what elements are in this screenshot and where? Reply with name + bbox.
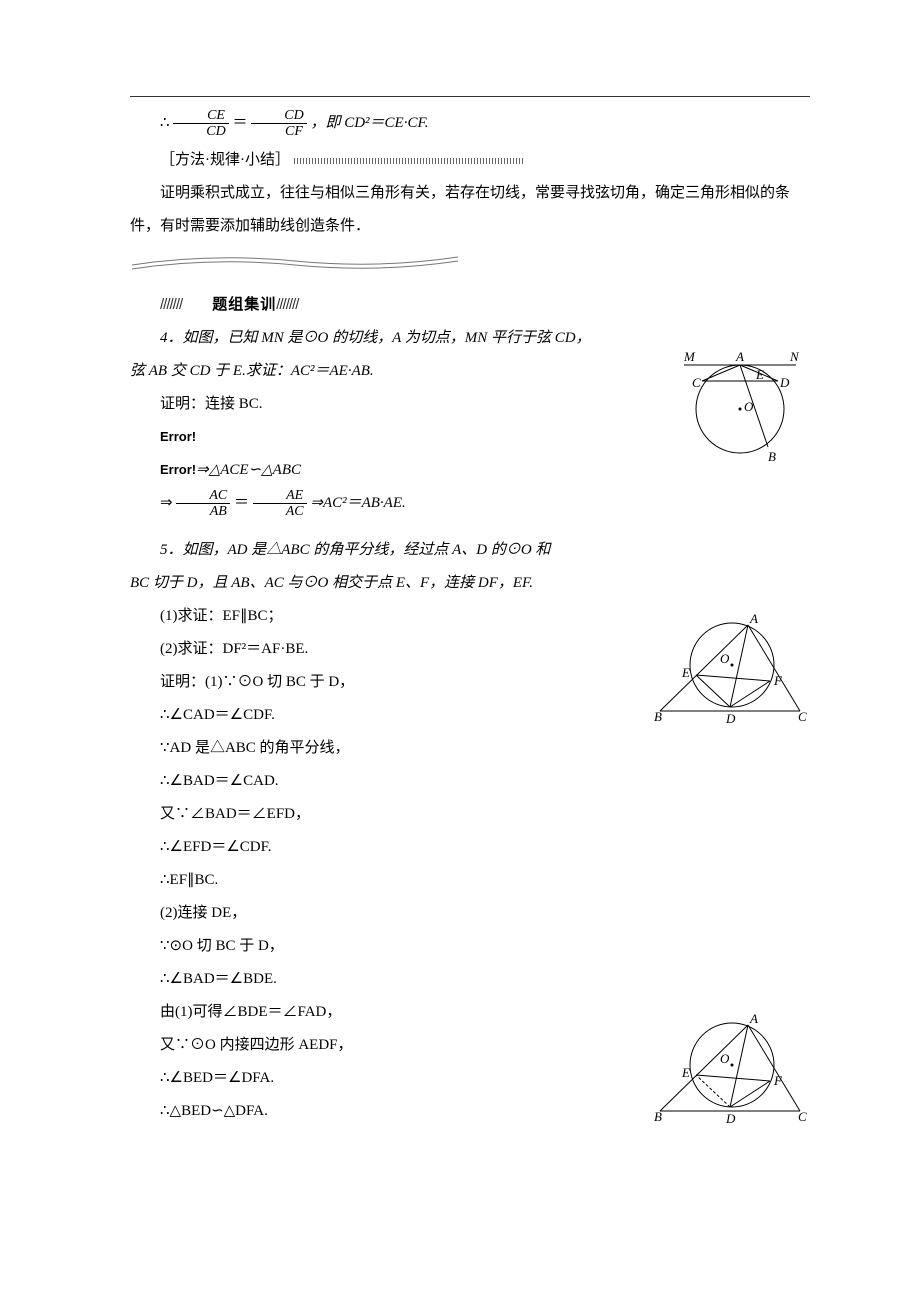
- hatch-bar-icon: [294, 158, 524, 164]
- problem-5-line-2: BC 切于 D，且 AB、AC 与⊙O 相交于点 E、F，连接 DF，EF.: [130, 567, 810, 600]
- fig1-N: N: [789, 349, 800, 364]
- fraction-ac-ab: AC AB: [176, 488, 230, 520]
- problem-5-step-3: ∴∠BAD＝∠CAD.: [130, 765, 810, 798]
- fig3-F: F: [773, 1073, 783, 1088]
- fig3-C: C: [798, 1109, 807, 1124]
- problem-5-step-9: ∴∠BAD＝∠BDE.: [130, 963, 810, 996]
- problem-5-step-5: ∴∠EFD＝∠CDF.: [130, 831, 810, 864]
- fraction-ae-ac: AE AC: [253, 488, 307, 520]
- fig3-O: O: [720, 1051, 730, 1066]
- fraction-ce-cd: CE CD: [173, 108, 228, 140]
- method-summary-text: 证明乘积式成立，往往与相似三角形有关，若存在切线，常要寻找弦切角，确定三角形相似…: [130, 177, 810, 243]
- fig1-E: E: [755, 367, 764, 382]
- problem-5-step-4: 又∵∠BAD＝∠EFD，: [130, 798, 810, 831]
- fig2-C: C: [798, 709, 807, 724]
- figure-1-svg: M A N C E D O B: [670, 341, 810, 471]
- fig3-E: E: [681, 1065, 690, 1080]
- fig1-B: B: [768, 449, 776, 464]
- problem-5-line-1: 5．如图，AD 是△ABC 的角平分线，经过点 A、D 的⊙O 和: [130, 534, 810, 567]
- problem-5-step-6: ∴EF∥BC.: [130, 864, 810, 897]
- fig2-E: E: [681, 665, 690, 680]
- fig2-F: F: [773, 673, 783, 688]
- fig1-D: D: [779, 375, 790, 390]
- figure-1: M A N C E D O B: [670, 341, 810, 484]
- problem-5-step-7: (2)连接 DE，: [130, 897, 810, 930]
- line-fraction-conclusion: ∴ CE CD ＝ CD CF ，即 CD²＝CE·CF.: [130, 107, 810, 140]
- fig1-C: C: [692, 375, 701, 390]
- figure-2: A E F B D C O: [650, 611, 810, 744]
- curly-divider-icon: [130, 255, 460, 273]
- fig2-O: O: [720, 651, 730, 666]
- drill-heading: ///////题组集训///////: [130, 288, 810, 322]
- fig2-A: A: [749, 611, 758, 626]
- fig2-D: D: [725, 711, 736, 726]
- figure-2-svg: A E F B D C O: [650, 611, 810, 731]
- fig1-A: A: [735, 349, 744, 364]
- fraction-cd-cf: CD CF: [251, 108, 306, 140]
- therefore-symbol: ∴: [160, 115, 170, 131]
- fig3-D: D: [725, 1111, 736, 1126]
- method-summary-label: ［方法·规律·小结］: [130, 144, 810, 177]
- problem-5-step-8: ∵⊙O 切 BC 于 D，: [130, 930, 810, 963]
- figure-3: A E F B D C O: [650, 1011, 810, 1144]
- page: M A N C E D O B A E F B D C O: [130, 96, 810, 1128]
- fig1-O: O: [744, 399, 754, 414]
- fig1-M: M: [683, 349, 696, 364]
- fig3-B: B: [654, 1109, 662, 1124]
- fig2-B: B: [654, 709, 662, 724]
- fig3-A: A: [749, 1011, 758, 1026]
- spacer: [130, 520, 810, 534]
- problem-4-implication-2: ⇒ AC AB ＝ AE AC ⇒AC²＝AB·AE.: [130, 487, 810, 520]
- figure-3-svg: A E F B D C O: [650, 1011, 810, 1131]
